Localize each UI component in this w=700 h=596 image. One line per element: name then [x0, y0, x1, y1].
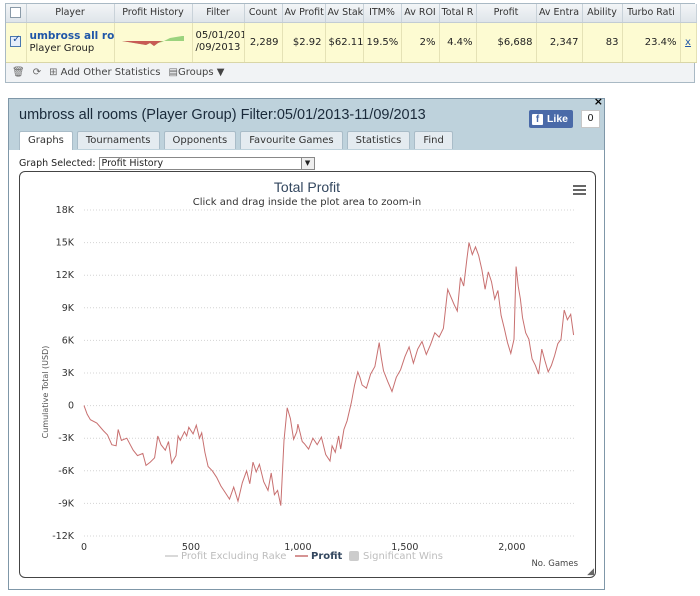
- facebook-icon: f: [532, 113, 543, 125]
- column-header-av-stake[interactable]: Av Stak: [325, 4, 364, 23]
- itm-cell: 19.5%: [363, 22, 402, 63]
- groups-dropdown[interactable]: ▤Groups ▼: [168, 66, 225, 78]
- chart-container[interactable]: -12K -9K -6K -3K 0 3K 6K 9K 12K 15K 18K 0 500 1,000 1…: [19, 171, 596, 578]
- av-profit-cell: $2.92: [282, 22, 326, 63]
- facebook-like-button[interactable]: f Like: [529, 110, 574, 128]
- ability-cell: 83: [582, 22, 623, 63]
- y-tick-label: -6K: [58, 466, 74, 477]
- x-tick-label: 500: [182, 542, 200, 553]
- y-tick-label: 15K: [56, 238, 75, 249]
- filter-cell: 05/01/201 /09/2013: [192, 22, 245, 63]
- player-group-panel: umbross all rooms (Player Group) Filter:…: [8, 95, 605, 590]
- column-header-ability[interactable]: Ability: [582, 4, 623, 23]
- table-row[interactable]: umbross all rooms Player Group 05/01/201…: [6, 22, 697, 63]
- column-header-remove: [680, 4, 697, 23]
- chart-subtitle: Click and drag inside the plot area to z…: [193, 197, 421, 208]
- profit-history-sparkline-cell: [114, 22, 193, 63]
- y-tick-label: 3K: [62, 368, 75, 379]
- column-header-player[interactable]: Player: [26, 4, 115, 23]
- tab-tournaments[interactable]: Tournaments: [76, 131, 160, 149]
- like-label: Like: [547, 113, 569, 125]
- groups-icon: ▤: [168, 66, 178, 78]
- column-header-profit-history[interactable]: Profit History: [114, 4, 193, 23]
- row-checkbox-cell[interactable]: [6, 22, 27, 63]
- column-header-total-roi[interactable]: Total R: [439, 4, 477, 23]
- column-header-av-roi[interactable]: Av ROI: [401, 4, 440, 23]
- chart-title: Total Profit: [274, 179, 340, 195]
- chart-gridlines: [84, 209, 576, 537]
- select-all-checkbox[interactable]: [10, 7, 22, 19]
- stats-toolbar: 🗑 ⟳ ⊞ Add Other Statistics ▤Groups ▼: [6, 62, 694, 82]
- tab-opponents[interactable]: Opponents: [163, 131, 237, 149]
- column-header-av-entrants[interactable]: Av Entra: [536, 4, 583, 23]
- av-roi-cell: 2%: [401, 22, 440, 63]
- graph-select-row: Graph Selected: Profit History ▼: [19, 157, 315, 170]
- legend-item[interactable]: Profit: [311, 551, 343, 562]
- profit-chart[interactable]: -12K -9K -6K -3K 0 3K 6K 9K 12K 15K 18K 0 500 1,000 1…: [20, 172, 595, 577]
- x-axis-label: No. Games: [531, 559, 578, 569]
- legend-marker: [349, 551, 359, 561]
- plus-icon: ⊞: [49, 66, 58, 78]
- graph-select-dropdown[interactable]: Profit History ▼: [98, 157, 315, 170]
- count-cell: 2,289: [244, 22, 283, 63]
- trash-icon[interactable]: 🗑: [12, 66, 25, 78]
- y-tick-label: 9K: [62, 303, 75, 314]
- chart-menu-icon[interactable]: [573, 185, 586, 195]
- y-tick-label: -3K: [58, 433, 74, 444]
- x-tick-label: 1,500: [391, 542, 418, 553]
- chevron-down-icon[interactable]: ▼: [300, 158, 314, 169]
- column-header-count[interactable]: Count: [244, 4, 283, 23]
- resize-grip-icon[interactable]: ◢: [587, 567, 594, 577]
- profit-cell: $6,688: [476, 22, 537, 63]
- graph-select-value: Profit History: [101, 158, 164, 169]
- y-axis-label: Cumulative Total (USD): [41, 346, 50, 439]
- player-cell[interactable]: umbross all rooms Player Group: [26, 22, 115, 63]
- add-other-statistics-button[interactable]: ⊞ Add Other Statistics: [49, 66, 161, 78]
- column-header-filter[interactable]: Filter: [192, 4, 245, 23]
- legend-item[interactable]: Profit Excluding Rake: [181, 551, 286, 562]
- y-tick-label: -12K: [52, 531, 75, 542]
- turbo-ratio-cell: 23.4%: [622, 22, 681, 63]
- tab-statistics[interactable]: Statistics: [346, 131, 411, 149]
- y-tick-label: 12K: [56, 270, 75, 281]
- stats-table: Player Profit History Filter Count Av Pr…: [6, 4, 697, 63]
- x-tick-label: 0: [81, 542, 87, 553]
- y-tick-label: 6K: [62, 335, 75, 346]
- select-all-header[interactable]: [6, 4, 27, 23]
- row-checkbox[interactable]: [10, 34, 22, 48]
- tab-find[interactable]: Find: [414, 131, 453, 149]
- remove-row-button[interactable]: x: [680, 22, 697, 63]
- column-header-turbo-ratio[interactable]: Turbo Rati: [622, 4, 681, 23]
- panel-header: umbross all rooms (Player Group) Filter:…: [9, 95, 604, 150]
- chart-legend: Profit Excluding Rake Profit Significant W…: [165, 551, 443, 562]
- y-tick-label: 18K: [56, 205, 75, 216]
- y-tick-label: -9K: [58, 498, 74, 509]
- x-axis-ticks: 0 500 1,000 1,500 2,000: [81, 542, 525, 553]
- column-header-av-profit[interactable]: Av Profit: [282, 4, 326, 23]
- column-header-profit[interactable]: Profit: [476, 4, 537, 23]
- series-line-profit: [83, 242, 575, 506]
- total-roi-cell: 4.4%: [439, 22, 477, 63]
- graph-selected-label: Graph Selected:: [19, 158, 96, 169]
- column-header-itm[interactable]: ITM%: [363, 4, 402, 23]
- legend-item[interactable]: Significant Wins: [363, 551, 443, 562]
- player-type-label: Player Group: [29, 42, 95, 54]
- stats-panel: Player Profit History Filter Count Av Pr…: [5, 3, 697, 83]
- refresh-icon[interactable]: ⟳: [32, 66, 42, 78]
- x-tick-label: 2,000: [498, 542, 525, 553]
- y-axis-ticks: -12K -9K -6K -3K 0 3K 6K 9K 12K 15K 18K: [52, 205, 75, 542]
- player-name-link[interactable]: umbross all rooms: [29, 29, 114, 42]
- y-tick-label: 0: [68, 401, 74, 412]
- av-entrants-cell: 2,347: [536, 22, 583, 63]
- like-count: 0: [581, 110, 600, 128]
- profit-history-sparkline: [122, 35, 184, 46]
- close-panel-button[interactable]: ×: [593, 95, 603, 108]
- tab-favourite-games[interactable]: Favourite Games: [240, 131, 343, 149]
- tab-bar: Graphs Tournaments Opponents Favourite G…: [19, 131, 453, 150]
- av-stake-cell: $62.11: [325, 22, 364, 63]
- x-tick-label: 1,000: [284, 542, 311, 553]
- panel-title: umbross all rooms (Player Group) Filter:…: [19, 107, 426, 123]
- tab-graphs[interactable]: Graphs: [19, 131, 73, 150]
